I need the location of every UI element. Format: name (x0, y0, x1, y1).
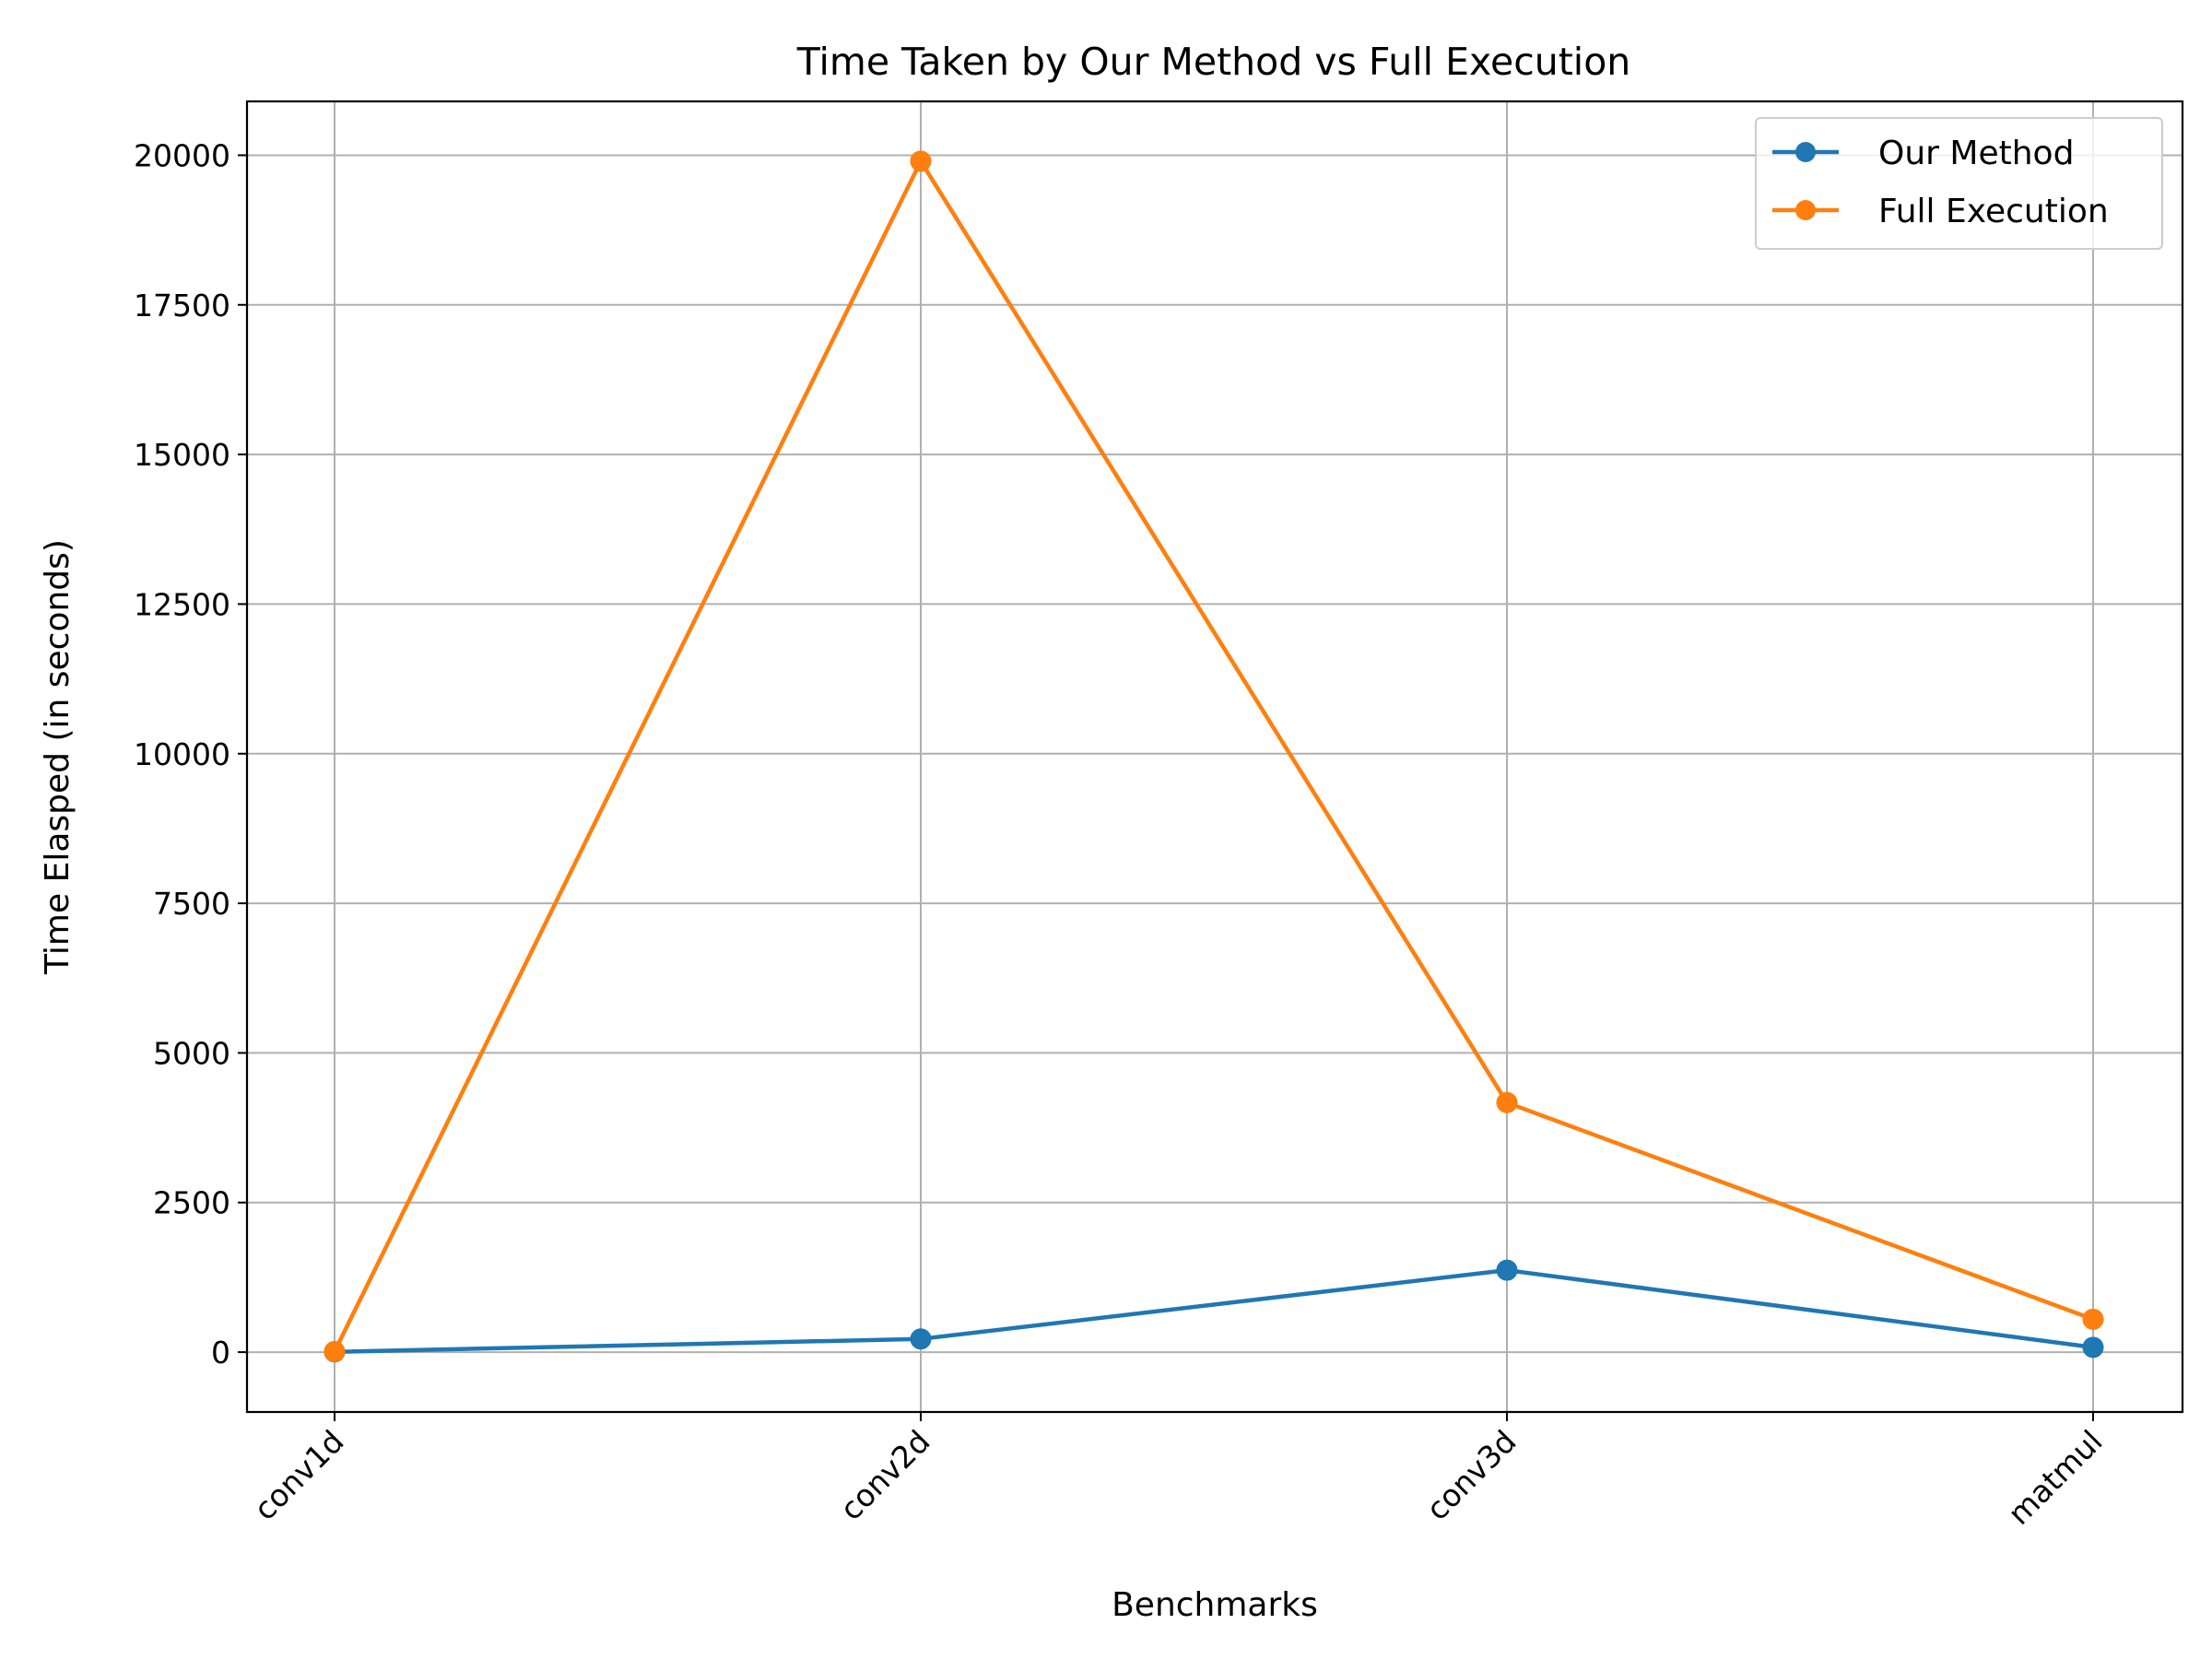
y-tick-label: 7500 (153, 886, 230, 922)
series-line-1 (331, 159, 2096, 1355)
y-tick-label: 0 (211, 1335, 230, 1371)
legend-label: Our Method (1878, 135, 2074, 172)
series-layer (324, 150, 2104, 1363)
y-axis-label: Time Elasped (in seconds) (39, 539, 76, 975)
data-point (910, 150, 932, 172)
y-tick-label: 17500 (134, 288, 230, 324)
legend-box (1755, 117, 2163, 250)
data-point (324, 1340, 346, 1362)
legend-swatch-marker (1795, 142, 1816, 162)
y-tick-label: 20000 (134, 137, 230, 173)
plot-area-frame (245, 100, 2184, 1414)
y-tick-label: 10000 (134, 736, 230, 772)
series-line-0 (332, 1267, 2096, 1355)
y-tick-label: 12500 (134, 586, 230, 622)
y-tick-label: 15000 (134, 437, 230, 473)
y-tick-label: 5000 (153, 1035, 230, 1071)
legend-label: Full Execution (1878, 193, 2109, 230)
data-point (910, 1328, 932, 1350)
legend-swatch-marker (1795, 200, 1816, 220)
data-point (1496, 1091, 1518, 1113)
data-point (2082, 1308, 2104, 1330)
legend: Our Method Full Execution (1755, 117, 2163, 250)
data-point (1496, 1259, 1518, 1281)
y-tick-label: 2500 (153, 1185, 230, 1221)
chart-title: Time Taken by Our Method vs Full Executi… (796, 40, 1631, 84)
data-point (2082, 1336, 2104, 1359)
x-axis-label: Benchmarks (1112, 1586, 1318, 1624)
grid-lines (247, 101, 2183, 1412)
